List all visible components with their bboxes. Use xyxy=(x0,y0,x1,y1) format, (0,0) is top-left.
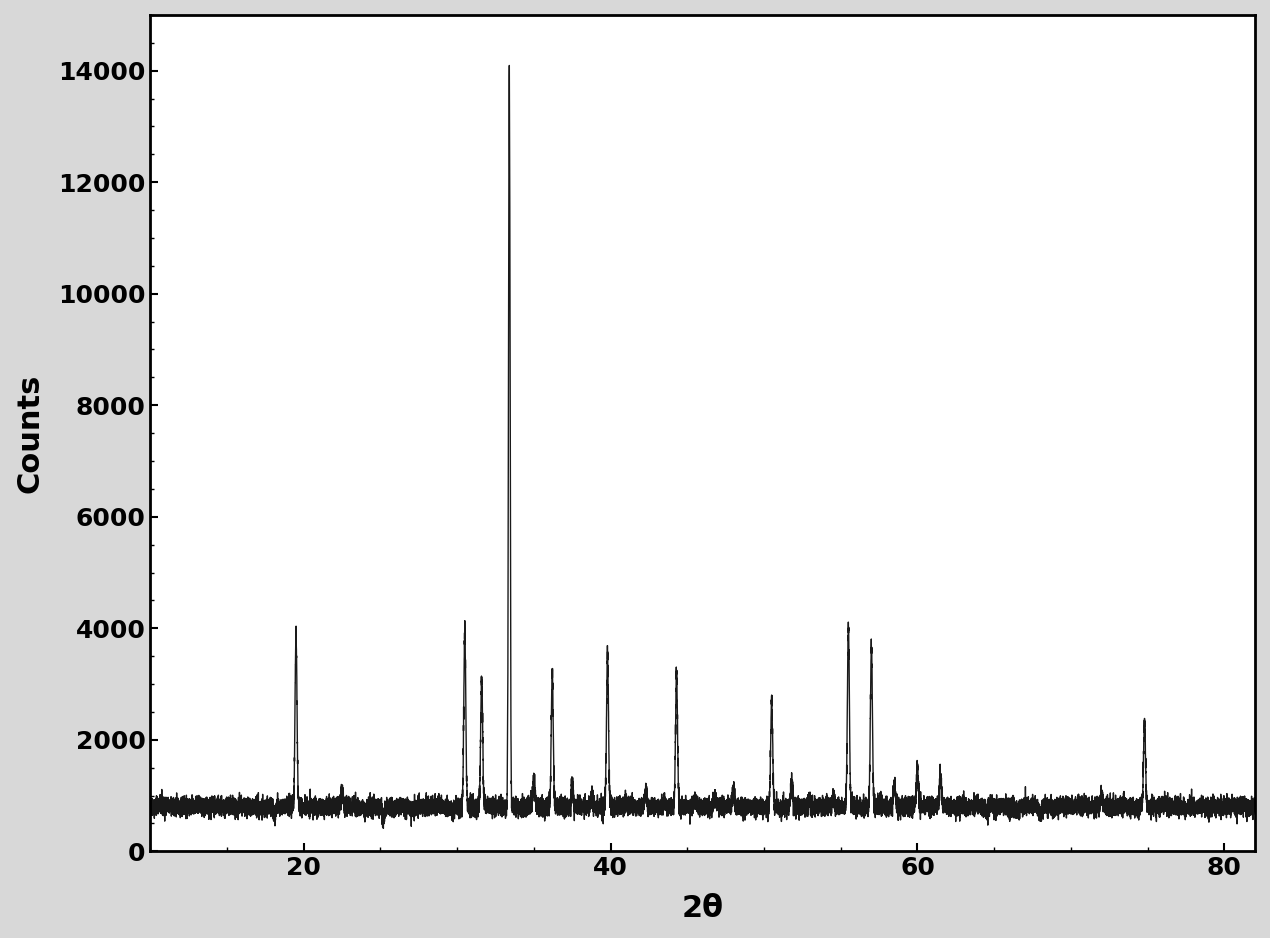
X-axis label: 2θ: 2θ xyxy=(682,894,724,923)
Y-axis label: Counts: Counts xyxy=(15,373,44,492)
